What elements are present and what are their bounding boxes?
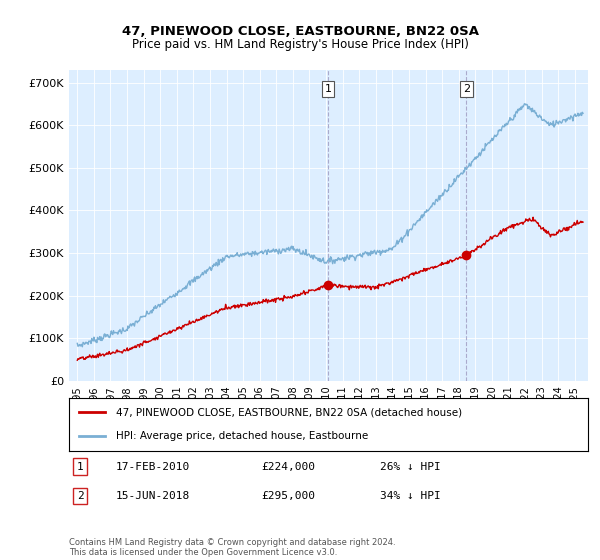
Text: Price paid vs. HM Land Registry's House Price Index (HPI): Price paid vs. HM Land Registry's House … xyxy=(131,38,469,51)
Text: 34% ↓ HPI: 34% ↓ HPI xyxy=(380,491,441,501)
Text: 1: 1 xyxy=(325,84,332,94)
Text: Contains HM Land Registry data © Crown copyright and database right 2024.
This d: Contains HM Land Registry data © Crown c… xyxy=(69,538,395,557)
Text: 2: 2 xyxy=(77,491,83,501)
Text: 26% ↓ HPI: 26% ↓ HPI xyxy=(380,461,441,472)
Text: HPI: Average price, detached house, Eastbourne: HPI: Average price, detached house, East… xyxy=(116,431,368,441)
Text: £224,000: £224,000 xyxy=(261,461,315,472)
Text: 2: 2 xyxy=(463,84,470,94)
Text: 47, PINEWOOD CLOSE, EASTBOURNE, BN22 0SA: 47, PINEWOOD CLOSE, EASTBOURNE, BN22 0SA xyxy=(121,25,479,38)
Text: 17-FEB-2010: 17-FEB-2010 xyxy=(116,461,190,472)
Text: 47, PINEWOOD CLOSE, EASTBOURNE, BN22 0SA (detached house): 47, PINEWOOD CLOSE, EASTBOURNE, BN22 0SA… xyxy=(116,408,462,418)
Text: 1: 1 xyxy=(77,461,83,472)
Text: 15-JUN-2018: 15-JUN-2018 xyxy=(116,491,190,501)
Text: £295,000: £295,000 xyxy=(261,491,315,501)
